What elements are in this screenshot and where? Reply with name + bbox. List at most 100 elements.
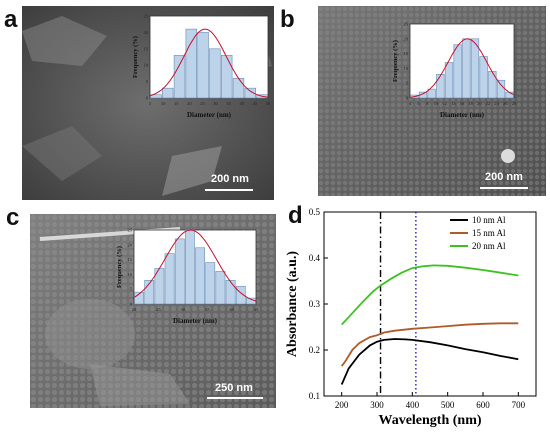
hist-plot-area xyxy=(409,23,515,99)
hist-y-tick: 5 xyxy=(130,287,133,292)
hist-x-tick: 10 xyxy=(161,101,166,106)
x-tick-label: 500 xyxy=(441,400,455,410)
hist-x-tick: 50 xyxy=(266,101,271,106)
hist-y-label: Frequency (%) xyxy=(132,36,139,78)
hist-x-tick: 20 xyxy=(132,307,137,312)
hist-x-tick: 22 xyxy=(486,101,491,106)
hist-x-tick: 5 xyxy=(149,101,152,106)
hist-bar xyxy=(221,55,233,99)
hist-y-tick: 25 xyxy=(144,14,149,19)
hist-x-tick: 30 xyxy=(181,307,186,312)
hist-bar xyxy=(436,74,445,99)
hist-bar xyxy=(235,285,246,305)
hist-x-tick: 30 xyxy=(213,101,218,106)
hist-y-tick: 5 xyxy=(406,81,409,86)
scale-bar-c xyxy=(207,397,263,399)
hist-x-tick: 25 xyxy=(156,307,161,312)
hist-y-tick: 10 xyxy=(404,66,409,71)
hist-bar xyxy=(232,78,245,99)
hist-bar xyxy=(225,280,236,305)
hist-y-tick: 25 xyxy=(404,22,409,27)
panel-label-b: b xyxy=(280,6,295,33)
hist-y-label: Frequency (%) xyxy=(116,246,123,288)
hist-bar xyxy=(209,48,221,99)
histogram-inset-b: 4 6 8 10 12 14 16 18 20 22 24 26 280510152025Diamete… xyxy=(392,22,517,120)
hist-bar xyxy=(462,38,471,99)
plot-frame xyxy=(323,211,537,397)
hist-bar xyxy=(173,55,186,99)
hist-x-tick: 28 xyxy=(512,101,517,106)
hist-bar xyxy=(185,28,198,99)
scale-bar-a xyxy=(205,189,253,191)
y-tick-label: 0.4 xyxy=(309,253,321,263)
hist-y-tick: 10 xyxy=(144,63,149,68)
hist-bar xyxy=(488,71,497,99)
hist-y-tick: 15 xyxy=(404,51,409,56)
hist-fit-curve xyxy=(409,38,515,98)
hist-x-tick: 4 xyxy=(409,101,412,106)
hist-bar xyxy=(427,88,436,99)
hist-x-label: Diameter (nm) xyxy=(440,111,485,119)
hist-x-tick: 6 xyxy=(418,101,421,106)
sem-texture-c xyxy=(30,214,276,408)
series-line xyxy=(340,322,519,367)
hist-fit-curve xyxy=(149,28,269,98)
hist-x-tick: 26 xyxy=(503,101,508,106)
hist-bar xyxy=(205,262,216,305)
hist-bar xyxy=(496,79,506,99)
scale-bar-label-b: 200 nm xyxy=(485,171,523,183)
hist-bar xyxy=(195,247,205,305)
series-line xyxy=(341,264,519,326)
legend-label: 10 nm Al xyxy=(472,215,506,225)
hist-bar xyxy=(161,87,174,99)
x-tick-label: 300 xyxy=(370,400,384,410)
legend-label: 15 nm Al xyxy=(472,228,506,238)
hist-bar xyxy=(174,238,185,305)
hist-bar xyxy=(164,253,175,305)
hist-x-tick: 8 xyxy=(426,101,429,106)
hist-x-tick: 14 xyxy=(451,101,456,106)
hist-y-tick: 15 xyxy=(144,46,149,51)
hist-x-tick: 12 xyxy=(442,101,447,106)
series-line xyxy=(340,338,519,385)
x-tick-label: 700 xyxy=(512,400,526,410)
panel-label-c: c xyxy=(6,204,20,231)
hist-bar xyxy=(134,291,144,305)
hist-y-tick: 20 xyxy=(128,242,133,247)
scale-bar-b xyxy=(480,187,528,189)
hist-y-tick: 10 xyxy=(128,272,133,277)
hist-bar xyxy=(215,271,226,305)
y-tick-label: 0.5 xyxy=(309,207,321,217)
hist-x-tick: 40 xyxy=(229,307,234,312)
histogram-inset-c: 20 25 30 35 40 45 0 5 10 15 20 25 Diameter (nm) Frequ… xyxy=(116,228,259,326)
hist-y-tick: 0 xyxy=(406,96,409,101)
hist-bar xyxy=(185,229,195,305)
hist-bar xyxy=(444,62,454,99)
hist-x-tick: 18 xyxy=(468,101,473,106)
absorbance-chart: 200 300 400 500 600 700 0.1 0.2 0.3 0.4 0.5 10 nm A… xyxy=(285,207,537,428)
hist-x-tick: 40 xyxy=(240,101,245,106)
hist-y-tick: 0 xyxy=(146,96,149,101)
legend-label: 20 nm Al xyxy=(472,241,506,251)
hist-bar xyxy=(150,94,162,99)
hist-y-tick: 20 xyxy=(404,36,409,41)
hist-bar xyxy=(453,44,462,99)
hist-x-tick: 35 xyxy=(205,307,210,312)
hist-x-tick: 45 xyxy=(253,101,258,106)
hist-y-label: Frequency (%) xyxy=(392,40,399,82)
y-tick-label: 0.3 xyxy=(309,299,321,309)
x-tick-label: 600 xyxy=(476,400,490,410)
hist-plot-area xyxy=(133,229,257,305)
hist-fit-curve xyxy=(133,229,257,302)
y-tick-label: 0.2 xyxy=(309,345,320,355)
hist-bar xyxy=(197,32,209,99)
hist-y-tick: 25 xyxy=(128,228,133,233)
hist-x-label: Diameter (nm) xyxy=(173,317,218,325)
hist-x-tick: 10 xyxy=(434,101,439,106)
hist-x-tick: 25 xyxy=(200,101,205,106)
hist-x-tick: 35 xyxy=(226,101,231,106)
hist-x-tick: 16 xyxy=(460,101,465,106)
x-axis-label: Wavelength (nm) xyxy=(378,413,481,428)
hist-x-tick: 20 xyxy=(477,101,482,106)
